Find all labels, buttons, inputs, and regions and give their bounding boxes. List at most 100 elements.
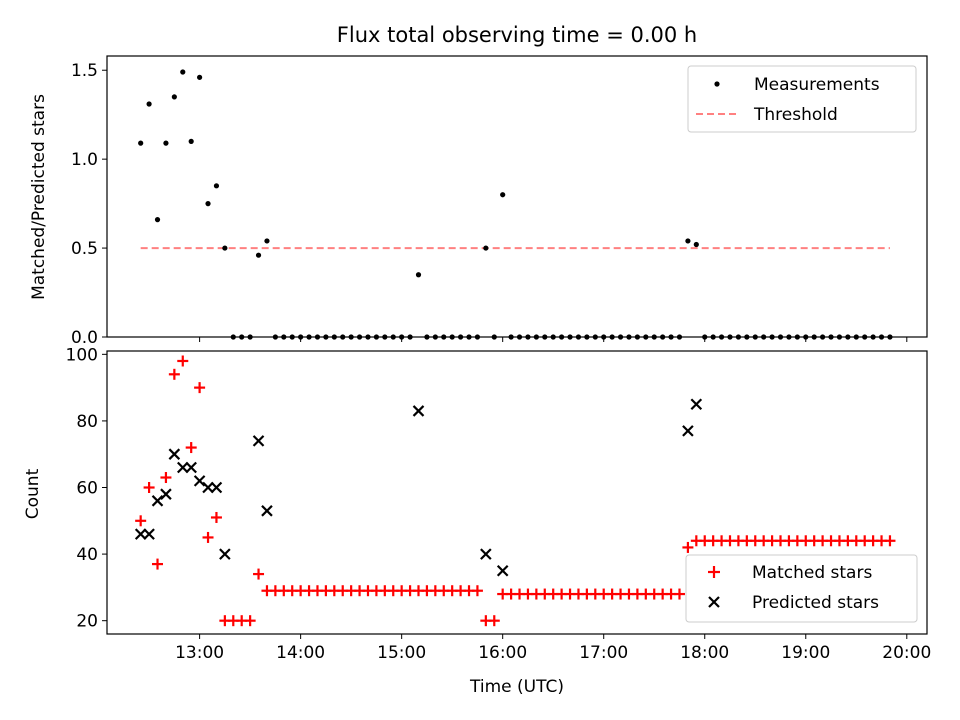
x-tick-label: 20:00 <box>882 643 931 663</box>
x-tick-label: 14:00 <box>276 643 325 663</box>
predicted-star-stroke-b <box>151 495 164 507</box>
predicted-star-stroke-b <box>480 548 492 560</box>
top-y-tick-label: 1.0 <box>71 150 98 170</box>
matched-star-point <box>471 585 483 597</box>
legend-measurements-marker <box>714 81 720 87</box>
predicted-star-stroke-b <box>185 461 197 474</box>
measurement-point <box>138 140 144 146</box>
x-tick-label: 19:00 <box>781 643 830 663</box>
matched-star-point <box>194 382 206 394</box>
measurement-point <box>483 245 489 251</box>
measurement-point <box>197 74 203 80</box>
measurement-point <box>180 69 186 75</box>
predicted-star-point <box>176 461 189 474</box>
top-y-tick-label: 1.5 <box>71 61 98 81</box>
predicted-star-point <box>168 448 181 460</box>
bottom-legend-box <box>685 554 918 623</box>
x-tick-label: 13:00 <box>175 643 224 663</box>
top-legend: Measurements Threshold <box>687 65 917 133</box>
bottom-y-tick-label: 100 <box>66 345 98 365</box>
top-y-tick-label: 0.5 <box>71 239 98 259</box>
matched-star-point <box>135 515 147 527</box>
matched-star-point <box>682 541 694 553</box>
top-legend-box <box>687 65 917 133</box>
predicted-star-stroke-b <box>160 488 172 500</box>
predicted-star-point <box>185 461 197 474</box>
matched-star-point <box>168 368 180 380</box>
measurement-point <box>213 183 220 189</box>
measurement-point <box>415 272 422 278</box>
matched-star-point <box>185 442 197 454</box>
predicted-star-stroke-b <box>193 475 206 487</box>
x-tick-label: 17:00 <box>579 643 628 663</box>
predicted-star-stroke-b <box>219 548 231 560</box>
predicted-star-stroke-b <box>682 425 694 437</box>
matched-star-point <box>160 472 172 484</box>
chart-title: Flux total observing time = 0.00 h <box>337 23 697 47</box>
predicted-star-point <box>252 435 265 447</box>
predicted-star-stroke-b <box>496 564 509 577</box>
matched-star-point <box>488 615 500 627</box>
matched-star-point <box>253 568 265 580</box>
predicted-star-stroke-b <box>412 405 425 417</box>
measurement-point <box>154 217 161 223</box>
predicted-star-point <box>480 548 492 560</box>
predicted-star-point <box>193 475 206 487</box>
top-panel: 0.0 0.5 1.0 1.5 Matched/Predicted stars Mea… <box>29 55 928 348</box>
bottom-x-ticks: 13:00 14:00 15:00 16:00 17:00 18:00 19:00 20:00 <box>175 634 931 663</box>
measurement-point <box>205 201 211 207</box>
x-tick-label: 15:00 <box>377 643 426 663</box>
predicted-star-point <box>690 398 703 411</box>
bottom-y-tick-label: 40 <box>76 545 98 565</box>
x-axis-label: Time (UTC) <box>469 677 564 697</box>
predicted-star-stroke-b <box>210 481 223 494</box>
bottom-legend: Matched stars Predicted stars <box>685 554 918 623</box>
x-tick-label: 16:00 <box>478 643 527 663</box>
measurement-point <box>146 101 152 107</box>
predicted-star-point <box>134 528 147 540</box>
predicted-star-stroke-b <box>690 398 703 411</box>
measurement-point <box>171 94 177 100</box>
matched-star-point <box>884 535 896 547</box>
predicted-star-point <box>412 405 425 417</box>
predicted-star-point <box>496 564 509 577</box>
predicted-star-point <box>143 528 155 540</box>
matched-star-point <box>152 558 164 570</box>
legend-measurements-label: Measurements <box>754 75 880 95</box>
matched-star-point <box>210 511 222 523</box>
measurement-point <box>685 238 691 244</box>
top-y-ticks: 0.0 0.5 1.0 1.5 <box>71 61 107 348</box>
measurement-point <box>264 238 270 244</box>
measurement-point <box>188 138 194 144</box>
predicted-star-stroke-b <box>168 448 181 460</box>
measurement-point <box>500 192 506 198</box>
legend-matched-marker <box>708 566 720 578</box>
bottom-y-tick-label: 80 <box>76 412 98 432</box>
matched-star-point <box>177 355 189 367</box>
predicted-star-stroke-b <box>134 528 147 540</box>
predicted-star-stroke-b <box>143 528 155 540</box>
predicted-star-stroke-b <box>252 435 265 447</box>
measurement-point <box>693 241 699 248</box>
measurement-point <box>163 140 169 146</box>
bottom-plot-area <box>134 355 896 627</box>
predicted-star-stroke-b <box>261 505 273 517</box>
measurement-point <box>255 252 262 258</box>
predicted-star-point <box>202 481 214 494</box>
bottom-y-tick-label: 60 <box>76 479 98 499</box>
predicted-star-point <box>160 488 172 500</box>
legend-threshold-label: Threshold <box>753 105 838 125</box>
bottom-y-tick-label: 20 <box>76 612 98 632</box>
predicted-star-point <box>261 505 273 517</box>
predicted-star-point <box>219 548 231 560</box>
predicted-star-point <box>682 425 694 437</box>
predicted-star-stroke-b <box>176 461 189 474</box>
bottom-y-ticks: 20 40 60 80 100 <box>66 345 107 632</box>
x-tick-label: 18:00 <box>680 643 729 663</box>
matched-star-point <box>673 588 685 600</box>
bottom-y-axis-label: Count <box>23 468 43 519</box>
bottom-panel: 20 40 60 80 100 13:00 14:00 15:00 16:00 17:00 18:… <box>23 345 931 697</box>
top-y-axis-label: Matched/Predicted stars <box>29 94 49 300</box>
top-axes-frame <box>106 55 928 338</box>
